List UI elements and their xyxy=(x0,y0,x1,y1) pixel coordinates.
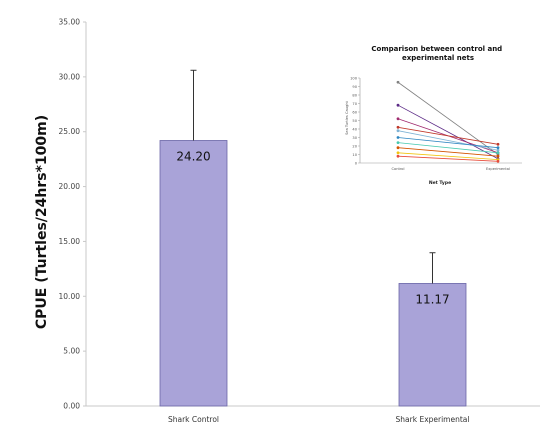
inset-series-point xyxy=(396,117,400,121)
inset-series-line xyxy=(397,126,499,145)
inset-y-tick-label: 30 xyxy=(352,136,357,140)
inset-series-point xyxy=(396,151,400,155)
inset-y-tick-label: 100 xyxy=(350,76,358,80)
inset-series-line xyxy=(397,104,499,160)
inset-series-point xyxy=(396,141,400,145)
bar xyxy=(159,140,228,407)
y-tick-label: 20.00 xyxy=(59,182,81,191)
inset-x-tick-label: Control xyxy=(392,167,405,171)
inset-series-point xyxy=(496,159,500,163)
inset-series-point xyxy=(396,136,400,139)
inset-y-tick-label: 60 xyxy=(352,110,357,114)
inset-series-point xyxy=(396,103,400,107)
inset-y-axis-label: Sea Turtles Caught xyxy=(345,101,349,135)
inset-series-point xyxy=(396,154,400,158)
inset-x-tick-label: Experimental xyxy=(486,167,510,171)
inset-series-line xyxy=(397,142,499,154)
y-axis-label: CPUE (Turtles/24hrs*100m) xyxy=(34,115,50,329)
inset-series-point xyxy=(496,146,500,150)
inset-y-tick-label: 10 xyxy=(352,153,357,157)
inset-y-tick-label: 0 xyxy=(355,161,358,165)
y-tick-label: 10.00 xyxy=(59,292,81,301)
inset-series-line xyxy=(397,152,499,160)
x-tick-label: Shark Experimental xyxy=(396,415,470,424)
y-tick-label: 30.00 xyxy=(59,72,81,81)
inset-series-point xyxy=(396,146,400,150)
inset-y-tick-label: 40 xyxy=(352,127,357,131)
inset-background xyxy=(342,40,534,190)
y-tick-label: 5.00 xyxy=(63,347,80,356)
inset-y-tick-label: 90 xyxy=(352,85,357,89)
inset-series-line xyxy=(397,147,499,157)
inset-line-chart: Comparison between control and experimen… xyxy=(342,40,534,190)
inset-plot: 0 10 20 30 40 50 60 70 80 90 100 Control Experimenta… xyxy=(350,76,522,171)
inset-series-line xyxy=(397,155,499,162)
y-tick-label: 15.00 xyxy=(59,237,81,246)
bar xyxy=(398,283,467,407)
inset-series-point xyxy=(496,148,500,152)
bar-value-label: 24.20 xyxy=(176,149,210,163)
inset-y-tick-label: 80 xyxy=(352,93,357,97)
bar-value-label: 11.17 xyxy=(415,292,449,306)
inset-series-point xyxy=(496,151,500,155)
x-tick-label: Shark Control xyxy=(168,415,219,424)
y-tick-label: 25.00 xyxy=(59,127,81,136)
inset-x-axis-label: Net Type xyxy=(429,180,451,186)
y-tick-label: 0.00 xyxy=(63,402,80,411)
inset-series-point xyxy=(496,154,500,158)
inset-series-point xyxy=(396,129,400,133)
inset-y-tick-label: 20 xyxy=(352,144,357,148)
main-bars: 24.20 Shark Control 11.17 Shark Experimenta… xyxy=(159,69,470,424)
y-tick-label: 35.00 xyxy=(59,18,81,27)
inset-y-tick-label: 70 xyxy=(352,102,357,106)
inset-title: Comparison between control and experimen… xyxy=(371,45,504,62)
inset-series-point xyxy=(496,142,500,146)
inset-series-line xyxy=(397,81,499,155)
inset-series-point xyxy=(396,80,400,84)
inset-series-point xyxy=(396,125,400,129)
inset-series-line xyxy=(397,130,499,151)
inset-y-tick-label: 50 xyxy=(352,119,357,123)
inset-series-line xyxy=(397,137,499,149)
